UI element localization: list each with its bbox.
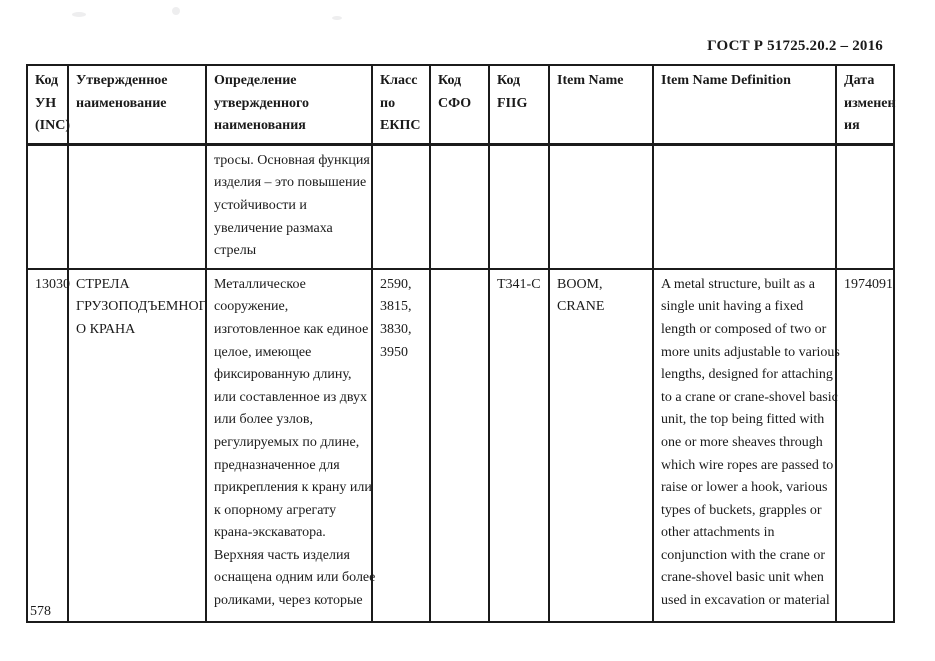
col-header-ekps-class: Класс по ЕКПС [371,63,431,146]
table-row-continuation: тросы. Основная функция изделия – это по… [26,143,895,270]
scan-artifact [72,12,86,17]
col-header-item-name-definition: Item Name Definition [652,63,837,146]
cell-fiig-code [488,143,550,270]
col-header-item-name: Item Name [548,63,654,146]
cell-sfo-code [429,143,490,270]
page-number: 578 [30,604,51,619]
col-header-inc-code: Код УН (INC) [26,63,70,146]
catalog-table-container: Код УН (INC) Утвержденное наименование О… [26,63,896,623]
scan-artifact [172,7,180,15]
cell-item-name-definition [652,143,837,270]
scan-artifact [332,16,342,20]
cell-ekps-class [371,143,431,270]
table-row-13030: 13030 СТРЕЛА ГРУЗОПОДЪЕМНОГ О КРАНА Мета… [26,267,895,623]
cell-approved-name [67,143,207,270]
cell-item-name: BOOM, CRANE [548,267,654,623]
cell-sfo-code [429,267,490,623]
cell-change-date: 1974091 [835,267,895,623]
cell-item-name-definition: A metal structure, built as a single uni… [652,267,840,623]
cell-approved-name: СТРЕЛА ГРУЗОПОДЪЕМНОГ О КРАНА [67,267,207,623]
cell-change-date [835,143,895,270]
cell-item-name [548,143,654,270]
cell-fiig-code: T341-C [488,267,550,623]
cell-approved-definition: тросы. Основная функция изделия – это по… [205,143,373,270]
cell-inc-code [26,143,69,270]
cell-ekps-class: 2590, 3815, 3830, 3950 [371,267,431,623]
col-header-approved-definition: Определение утвержденного наименования [205,63,373,146]
col-header-sfo-code: Код СФО [429,63,490,146]
col-header-approved-name: Утвержденное наименование [67,63,207,146]
col-header-change-date: Дата изменен ия [835,63,896,146]
cell-approved-definition: Металлическое сооружение, изготовленное … [205,267,375,623]
table-header-row: Код УН (INC) Утвержденное наименование О… [26,63,896,146]
gost-catalog-table: Код УН (INC) Утвержденное наименование О… [26,63,896,623]
cell-inc-code: 13030 [26,267,70,623]
standard-reference-title: ГОСТ Р 51725.20.2 – 2016 [707,38,883,54]
col-header-fiig-code: Код FIIG [488,63,550,146]
